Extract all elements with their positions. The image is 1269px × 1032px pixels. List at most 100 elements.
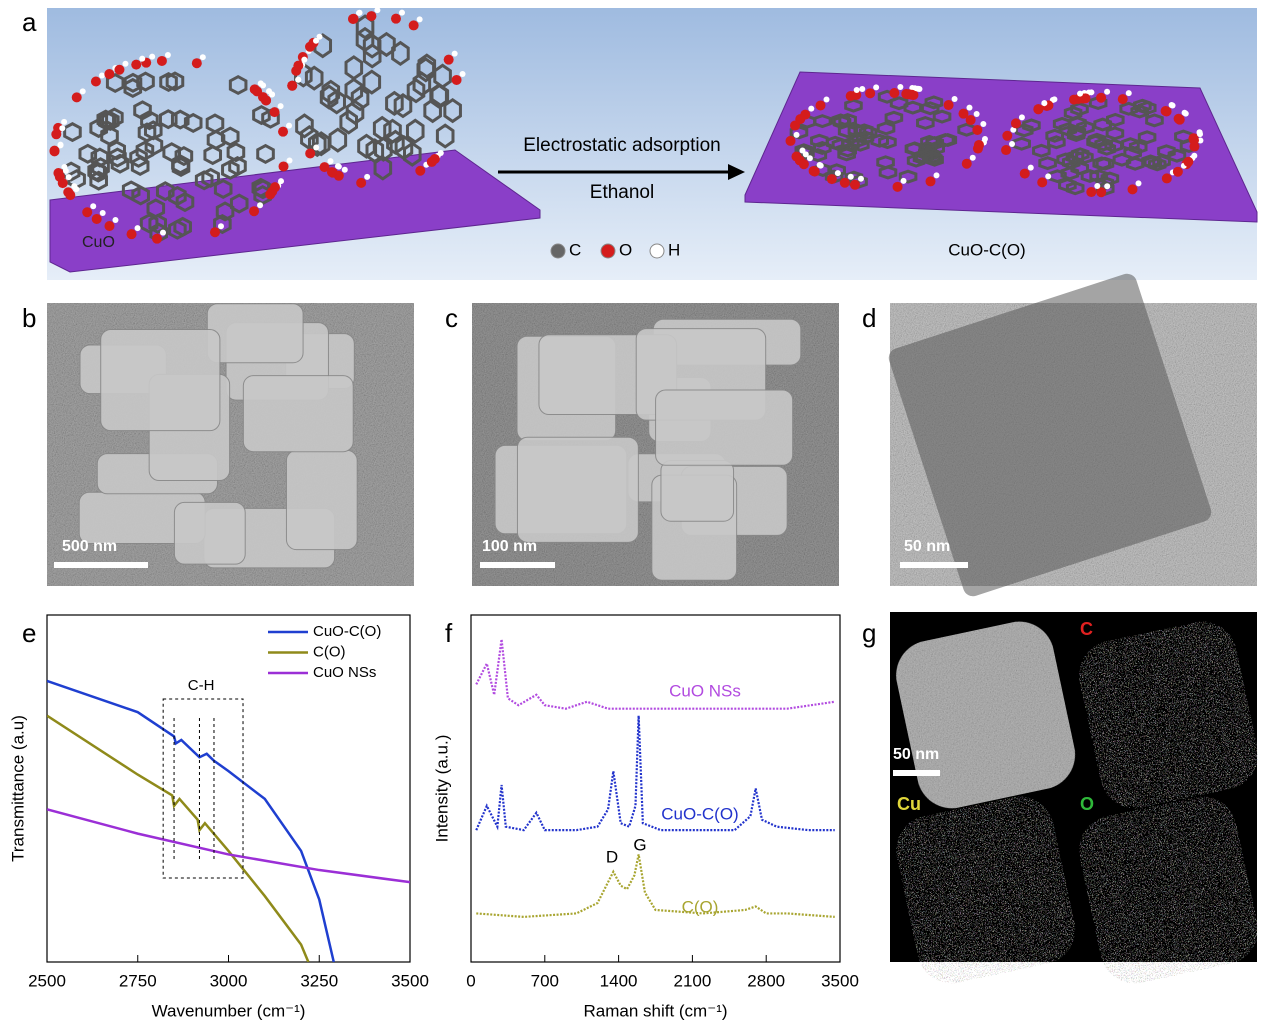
- oxygen-atom: [104, 221, 115, 232]
- ring: [139, 213, 159, 234]
- ring: [304, 65, 324, 91]
- hydrogen-atom: [61, 164, 68, 171]
- oxygen-atom: [49, 146, 60, 157]
- ring: [385, 90, 404, 117]
- ring: [1063, 106, 1083, 120]
- hydrogen-atom: [966, 104, 973, 111]
- oxygen-atom: [156, 55, 167, 66]
- atom-key: [649, 243, 665, 259]
- hydrogen-atom: [301, 56, 308, 63]
- x-tick-label: 2750: [119, 971, 157, 990]
- oxygen-atom: [826, 174, 837, 185]
- x-axis-label: Raman shift (cm⁻¹): [583, 1001, 727, 1020]
- particle: [206, 303, 304, 364]
- hydrogen-atom: [160, 229, 167, 236]
- ring: [226, 142, 246, 163]
- scale-bar: [893, 770, 940, 776]
- ring: [394, 134, 414, 161]
- ring: [137, 122, 157, 143]
- hydrogen-atom: [1104, 88, 1111, 95]
- hydrogen-atom: [260, 82, 267, 89]
- ring: [810, 133, 829, 148]
- x-tick-label: 2800: [747, 971, 785, 990]
- hydrogen-atom: [451, 50, 458, 57]
- oxygen-atom: [1001, 145, 1012, 156]
- hydrogen-atom: [897, 83, 904, 90]
- hydrogen-atom: [313, 144, 320, 151]
- ring: [1092, 156, 1112, 171]
- hydrogen-atom: [416, 16, 423, 23]
- arrow-label: Ethanol: [590, 182, 654, 203]
- graphene-cluster: [785, 83, 988, 192]
- ring: [1093, 117, 1112, 132]
- hydrogen-atom: [1027, 164, 1034, 171]
- hydrogen-atom: [341, 166, 348, 173]
- oxygen-atom: [1127, 184, 1138, 195]
- oxygen-atom: [961, 158, 972, 169]
- ring: [1032, 143, 1051, 158]
- ring: [252, 104, 271, 126]
- x-tick-label: 3500: [391, 971, 429, 990]
- hydrogen-atom: [356, 9, 363, 16]
- oxygen-atom: [408, 20, 419, 31]
- oxygen-atom: [845, 90, 856, 101]
- oxygen-atom: [958, 108, 969, 119]
- oxygen-atom: [126, 229, 137, 240]
- ring: [813, 141, 832, 156]
- oxygen-atom: [287, 80, 298, 91]
- ring: [847, 123, 867, 138]
- ring: [789, 125, 809, 140]
- ring: [1075, 150, 1094, 165]
- hydrogen-atom: [286, 157, 293, 164]
- ring: [221, 159, 240, 180]
- oxygen-atom: [348, 13, 359, 24]
- hydrogen-atom: [316, 33, 323, 40]
- ring: [108, 147, 127, 168]
- graphene-cluster: [1001, 88, 1204, 198]
- ring: [878, 135, 897, 150]
- ring: [1145, 113, 1164, 128]
- ring: [898, 169, 918, 184]
- oxygen-atom: [51, 129, 62, 140]
- hydrogen-atom: [437, 149, 444, 156]
- hydrogen-atom: [134, 225, 141, 232]
- oxygen-atom: [104, 69, 115, 80]
- hydrogen-atom: [112, 217, 119, 224]
- particle: [888, 273, 1212, 597]
- hydrogen-atom: [334, 163, 341, 170]
- oxygen-atom: [57, 178, 68, 189]
- element-label: O: [1080, 794, 1094, 814]
- series-line: [475, 715, 835, 832]
- hydrogen-atom: [1197, 137, 1204, 144]
- oxygen-atom: [798, 159, 809, 170]
- hydrogen-atom: [802, 151, 809, 158]
- oxygen-atom: [269, 107, 280, 118]
- oxygen-atom: [1189, 135, 1200, 146]
- peak-label: D: [606, 847, 618, 866]
- ring: [936, 133, 955, 147]
- hydrogen-atom: [859, 85, 866, 92]
- y-axis-label: Intensity (a.u.): [432, 735, 451, 843]
- hydrogen-atom: [1125, 90, 1132, 97]
- oxygen-atom: [252, 86, 263, 97]
- oxygen-atom: [1002, 130, 1013, 141]
- ring: [146, 198, 166, 219]
- oxygen-atom: [892, 181, 903, 192]
- oxygen-atom: [943, 100, 954, 111]
- ring: [1128, 140, 1148, 155]
- substrate: [744, 71, 1258, 223]
- hydrogen-atom: [1041, 100, 1048, 107]
- hydrogen-atom: [374, 7, 381, 14]
- ring: [903, 100, 923, 115]
- ring: [89, 117, 108, 139]
- atom-key-label: C: [569, 240, 581, 259]
- ring: [362, 33, 382, 59]
- series-line: [47, 714, 310, 962]
- hydrogen-atom: [1191, 152, 1198, 159]
- ring: [98, 110, 117, 132]
- hydrogen-atom: [122, 60, 129, 67]
- ring: [884, 110, 904, 125]
- hydrogen-atom: [853, 86, 860, 93]
- scale-bar-label: 50 nm: [904, 538, 950, 555]
- oxygen-atom: [319, 162, 330, 173]
